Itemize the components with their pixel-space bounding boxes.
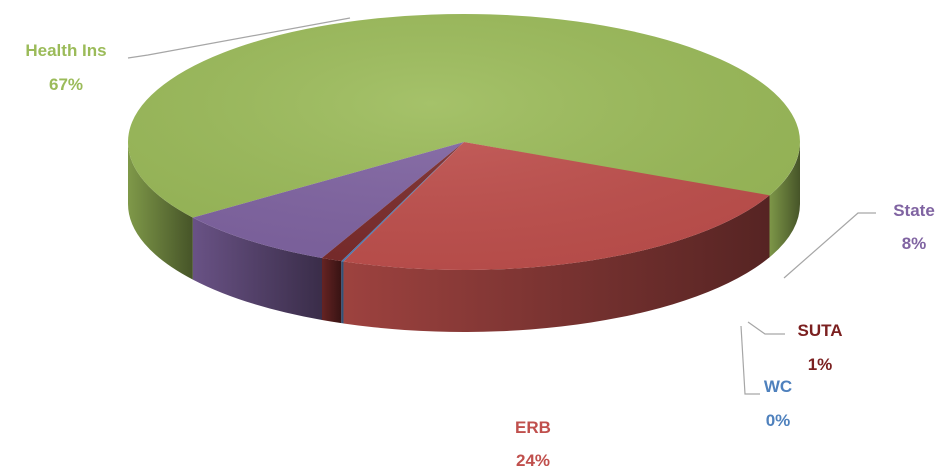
top-highlight (128, 14, 800, 270)
label-suta: SUTA (797, 321, 842, 340)
value-wc: 0% (766, 411, 791, 430)
label-state: State (893, 201, 935, 220)
leader-state (783, 212, 876, 279)
label-wc: WC (764, 377, 792, 396)
pie-sides (128, 142, 801, 332)
side-health-ins (128, 142, 193, 280)
side-suta (322, 258, 342, 324)
label-erb: ERB (515, 418, 551, 437)
pie-tops (128, 14, 801, 270)
leader-wc (740, 325, 760, 395)
leader-lines (127, 17, 876, 395)
side-health-ins (768, 142, 801, 259)
side-state (192, 217, 323, 321)
label-health-ins: Health Ins (25, 41, 106, 60)
side-erb (343, 195, 770, 332)
value-health-ins: 67% (49, 75, 83, 94)
value-erb: 24% (516, 451, 550, 470)
value-state: 8% (902, 234, 927, 253)
value-suta: 1% (808, 355, 833, 374)
side-wc (341, 261, 344, 324)
leader-suta (747, 321, 785, 335)
leader-health-ins (127, 17, 351, 59)
